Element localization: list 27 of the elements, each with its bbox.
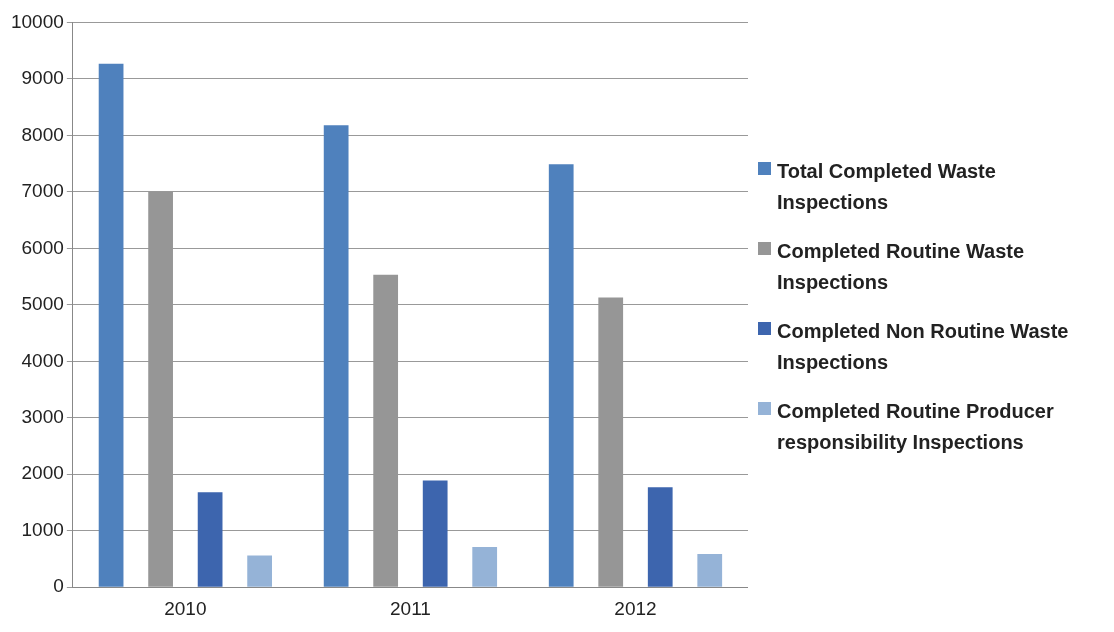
y-tick-label: 6000 <box>21 236 64 258</box>
bar <box>323 125 349 587</box>
x-tick-label: 2010 <box>164 597 207 619</box>
bar <box>197 492 223 587</box>
bar <box>472 547 498 587</box>
bar <box>247 555 273 587</box>
x-tick-label: 2012 <box>614 597 657 619</box>
legend-label: Completed Routine Producer responsibility Inspections <box>777 399 1055 455</box>
bar <box>422 480 448 587</box>
y-tick-label: 3000 <box>21 405 64 427</box>
y-tick-label: 8000 <box>21 123 64 145</box>
y-tick-label: 2000 <box>21 462 64 484</box>
y-tick-label: 10000 <box>10 10 64 32</box>
legend-label: Total Completed Waste Inspections <box>777 159 997 215</box>
y-tick-label: 0 <box>53 575 64 597</box>
y-tick-label: 7000 <box>21 180 64 202</box>
y-tick-label: 4000 <box>21 349 64 371</box>
bar <box>697 553 723 587</box>
bar <box>647 487 673 587</box>
x-tick-label: 2011 <box>389 597 431 619</box>
legend-label: Completed Routine Waste Inspections <box>777 239 1026 295</box>
legend-label: Completed Non Routine Waste Inspections <box>777 319 1070 375</box>
y-tick-label: 9000 <box>21 67 64 89</box>
y-tick-label: 1000 <box>21 518 64 540</box>
y-tick-label: 5000 <box>21 293 64 315</box>
bar <box>548 164 574 587</box>
bar <box>98 63 124 587</box>
